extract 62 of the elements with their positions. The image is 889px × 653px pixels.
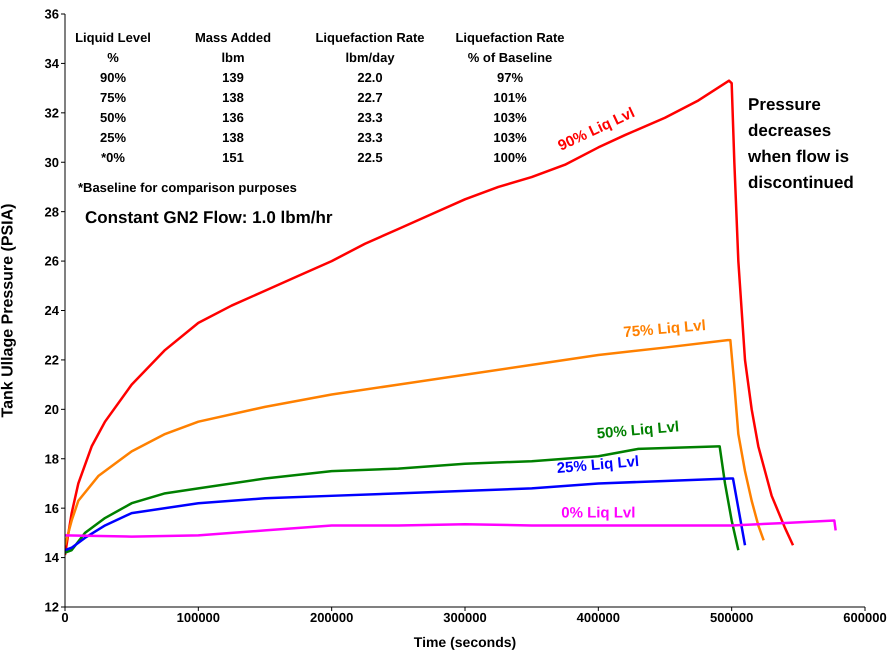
x-tick-label: 400000 bbox=[576, 610, 620, 626]
y-tick-label: 18 bbox=[44, 451, 59, 466]
y-tick-label: 26 bbox=[44, 254, 59, 269]
x-tick-label: 100000 bbox=[176, 610, 220, 626]
y-tick-label: 20 bbox=[44, 402, 59, 417]
annotation: *0% bbox=[101, 150, 125, 165]
annotation: Pressure decreases when flow is discontinued bbox=[748, 94, 855, 194]
annotation: 138 bbox=[221, 90, 245, 105]
annotation: % bbox=[107, 50, 119, 65]
annotation: 23.3 bbox=[356, 130, 384, 145]
annotation: Mass Added bbox=[194, 30, 272, 45]
x-tick-label: 500000 bbox=[710, 610, 754, 626]
series-label: 75% Liq Lvl bbox=[622, 317, 706, 342]
annotation: 151 bbox=[221, 150, 245, 165]
y-tick-label: 12 bbox=[44, 600, 59, 615]
annotation: 75% bbox=[98, 90, 128, 105]
annotation: 22.5 bbox=[356, 150, 384, 165]
y-tick-label: 30 bbox=[44, 154, 59, 170]
x-tick-label: 0 bbox=[61, 610, 69, 626]
line-series bbox=[65, 477, 746, 552]
annotation: 97% bbox=[496, 70, 524, 85]
y-tick-label: 28 bbox=[44, 204, 59, 220]
x-axis-title: Time (seconds) bbox=[414, 634, 516, 650]
annotation: 138 bbox=[221, 130, 245, 145]
series-label: 0% Liq Lvl bbox=[561, 504, 636, 522]
annotation: lbm bbox=[220, 50, 246, 65]
annotation: 103% bbox=[493, 110, 527, 125]
annotation: Liquefaction Rate bbox=[454, 30, 566, 45]
annotation: Constant GN2 Flow: 1.0 lbm/hr bbox=[85, 208, 332, 228]
y-tick-label: 34 bbox=[44, 56, 60, 72]
annotation: 101% bbox=[492, 90, 528, 105]
annotation: 103% bbox=[493, 130, 527, 145]
annotation: 139 bbox=[221, 70, 245, 85]
series-label: 50% Liq Lvl bbox=[596, 418, 680, 442]
annotation: 136 bbox=[221, 110, 245, 125]
y-axis-title: Tank Ullage Pressure (PSIA) bbox=[0, 204, 17, 418]
annotation: 50% bbox=[100, 110, 126, 125]
annotation: *Baseline for comparison purposes bbox=[78, 180, 297, 195]
annotation: 23.3 bbox=[356, 110, 384, 125]
y-tick-label: 14 bbox=[44, 550, 60, 566]
y-tick-label: 32 bbox=[44, 105, 59, 120]
annotation: 25% bbox=[98, 130, 128, 145]
y-tick-label: 22 bbox=[44, 352, 59, 368]
text: 90% Liq Lvl bbox=[555, 104, 638, 154]
y-tick-label: 16 bbox=[44, 500, 59, 516]
x-tick-label: 200000 bbox=[310, 610, 354, 626]
y-tick-label: 36 bbox=[44, 6, 59, 22]
y-tick-label: 24 bbox=[44, 303, 60, 318]
annotation: lbm/day bbox=[344, 50, 396, 65]
x-tick-label: 300000 bbox=[443, 610, 487, 626]
line-series bbox=[65, 338, 765, 546]
x-tick-label: 600000 bbox=[843, 610, 887, 626]
annotation: 100% bbox=[493, 150, 527, 165]
series-label: 25% Liq Lvl bbox=[556, 452, 640, 478]
annotation: % of Baseline bbox=[466, 50, 554, 65]
line-series bbox=[65, 519, 837, 538]
annotation: Liquefaction Rate bbox=[314, 30, 426, 45]
line-series bbox=[65, 445, 740, 554]
annotation: Liquid Level bbox=[74, 30, 152, 45]
annotation: 90% bbox=[98, 70, 128, 85]
annotation: 22.0 bbox=[356, 70, 384, 85]
annotation: 22.7 bbox=[356, 90, 384, 105]
